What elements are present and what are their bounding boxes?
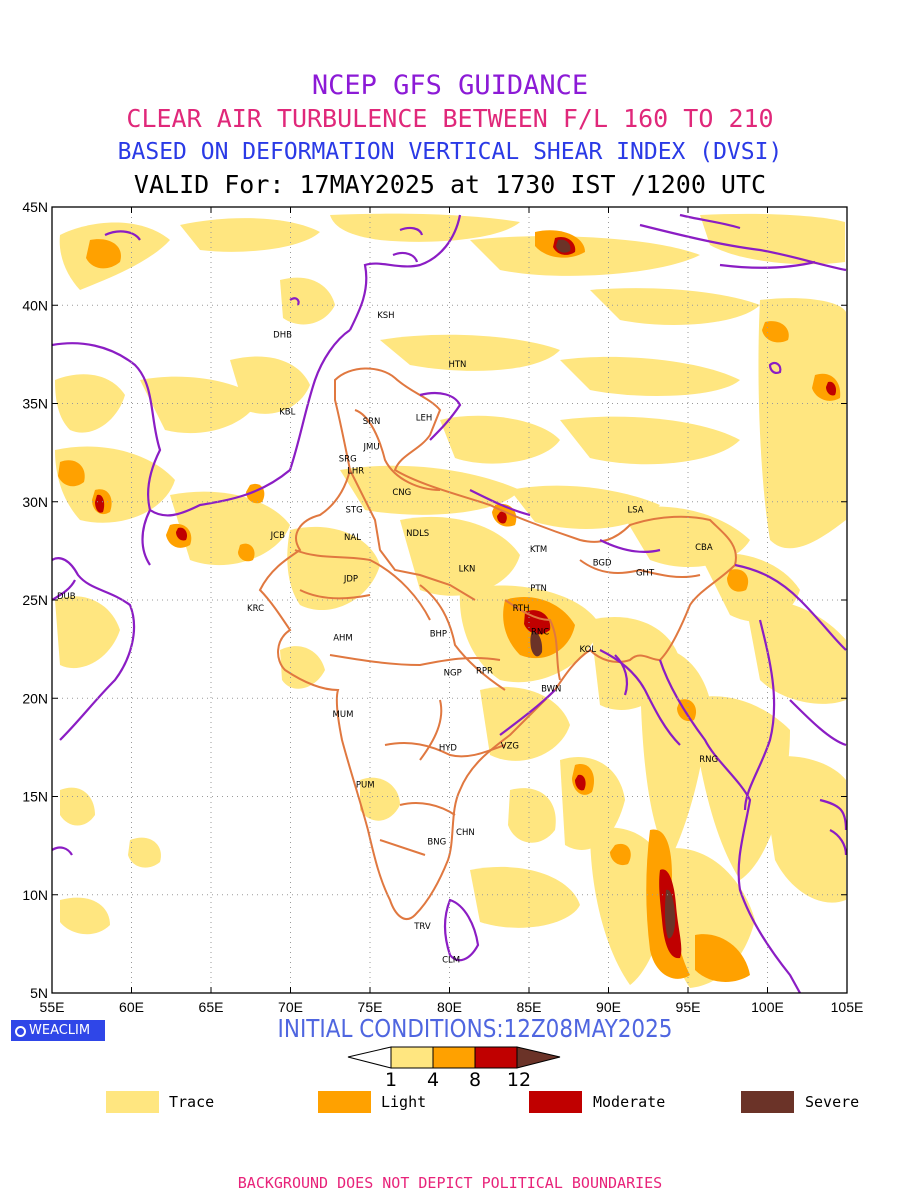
station-label: SRN [363, 417, 381, 427]
lon-tick-label: 60E [119, 999, 144, 1015]
station-label: NAL [344, 533, 361, 543]
station-label: RNG [699, 755, 718, 765]
station-label: LEH [416, 413, 433, 423]
station-label: BWN [541, 684, 561, 694]
lat-tick-label: 20N [22, 690, 48, 706]
station-label: CNG [392, 488, 411, 498]
graticule [52, 207, 847, 993]
lon-tick-label: 85E [517, 999, 542, 1015]
lon-tick-label: 75E [358, 999, 383, 1015]
station-label: CHN [456, 828, 475, 838]
station-label: KTM [530, 545, 547, 555]
title-method: BASED ON DEFORMATION VERTICAL SHEAR INDE… [117, 139, 783, 165]
lon-tick-label: 95E [676, 999, 701, 1015]
lon-tick-label: 100E [751, 999, 784, 1015]
legend-swatch-moderate [529, 1091, 582, 1113]
station-label: DUB [57, 592, 76, 602]
station-label: NGP [444, 669, 462, 679]
station-label: VZG [501, 741, 519, 751]
station-label: RTH [513, 604, 530, 614]
station-label: STG [346, 506, 363, 516]
legend-label-trace: Trace [169, 1093, 215, 1111]
station-label: TRV [413, 922, 431, 932]
disclaimer: BACKGROUND DOES NOT DEPICT POLITICAL BOU… [237, 1174, 663, 1192]
station-label: JDP [343, 574, 358, 584]
station-label: KRC [247, 604, 264, 614]
lon-tick-label: 90E [596, 999, 621, 1015]
lon-tick-label: 65E [199, 999, 224, 1015]
colorbar-tick-label: 4 [426, 1069, 440, 1091]
station-label: BGD [593, 559, 612, 569]
station-label: AHM [333, 633, 353, 643]
legend-label-severe: Severe [805, 1093, 860, 1111]
station-label: CBA [695, 543, 713, 553]
colorbar-tick-label: 1 [384, 1069, 398, 1091]
legend-label-moderate: Moderate [593, 1093, 666, 1111]
axis-ticks [51, 206, 848, 994]
station-label: RPR [476, 667, 493, 677]
initial-conditions: INITIAL CONDITIONS:12Z08MAY2025 [277, 1014, 673, 1043]
title-product: CLEAR AIR TURBULENCE BETWEEN F/L 160 TO … [126, 104, 774, 133]
longitude-labels: 55E 60E 65E 70E 75E 80E 85E 90E 95E 100E 105E [40, 999, 864, 1015]
india-boundary [258, 367, 737, 920]
lat-tick-label: 5N [30, 985, 48, 1001]
station-label: MUM [333, 710, 354, 720]
station-label: PTN [530, 584, 547, 594]
lat-tick-label: 35N [22, 396, 48, 412]
title-model: NCEP GFS GUIDANCE [311, 70, 589, 101]
station-label: JCB [270, 531, 285, 541]
station-label: KBL [279, 407, 295, 417]
legend-swatch-severe [741, 1091, 794, 1113]
station-label: LHR [347, 466, 364, 476]
colorbar-segment [432, 1046, 476, 1069]
station-label: KSH [377, 311, 394, 321]
station-label: BHP [430, 629, 447, 639]
station-label: HTN [448, 360, 466, 370]
colorbar [347, 1046, 561, 1069]
lat-tick-label: 30N [22, 494, 48, 510]
turbulence-fill [55, 213, 846, 988]
station-label: KOL [580, 645, 597, 655]
station-label: SRG [339, 455, 357, 465]
station-label: HYD [439, 743, 458, 753]
station-label: DHB [273, 331, 292, 341]
station-label: PUM [356, 781, 375, 791]
title-valid-time: VALID For: 17MAY2025 at 1730 IST /1200 U… [133, 170, 767, 199]
colorbar-high-arrow [516, 1046, 561, 1069]
station-label: NDLS [406, 529, 429, 539]
station-label: JMU [363, 443, 380, 453]
colorbar-tick-label: 8 [468, 1069, 482, 1091]
colorbar-tick-label: 12 [506, 1069, 532, 1091]
colorbar-segment [474, 1046, 518, 1069]
lat-tick-label: 45N [22, 199, 48, 215]
lat-tick-label: 25N [22, 592, 48, 608]
lat-tick-label: 40N [22, 297, 48, 313]
lat-tick-label: 10N [22, 887, 48, 903]
station-label: LKN [459, 565, 476, 575]
lon-tick-label: 70E [278, 999, 303, 1015]
latitude-labels: 45N 40N 35N 30N 25N 20N 15N 10N 5N [22, 199, 48, 1001]
station-label: CLM [442, 956, 460, 966]
station-label: BNG [427, 838, 446, 848]
country-coastlines [52, 213, 847, 993]
lon-tick-label: 55E [40, 999, 65, 1015]
station-label: GHT [636, 568, 655, 578]
lon-tick-label: 80E [437, 999, 462, 1015]
weaclim-label: WEACLIM [29, 1023, 91, 1038]
weaclim-logo: WEACLIM [11, 1020, 105, 1041]
station-label: LSA [627, 506, 643, 516]
lat-tick-label: 15N [22, 789, 48, 805]
lon-tick-label: 105E [831, 999, 864, 1015]
colorbar-low-arrow [347, 1046, 392, 1069]
legend-swatch-trace [106, 1091, 159, 1113]
legend-label-light: Light [381, 1093, 427, 1111]
colorbar-segment [390, 1046, 434, 1069]
legend-swatch-light [318, 1091, 371, 1113]
station-label: RNC [531, 627, 549, 637]
weaclim-logo-icon [15, 1026, 26, 1037]
